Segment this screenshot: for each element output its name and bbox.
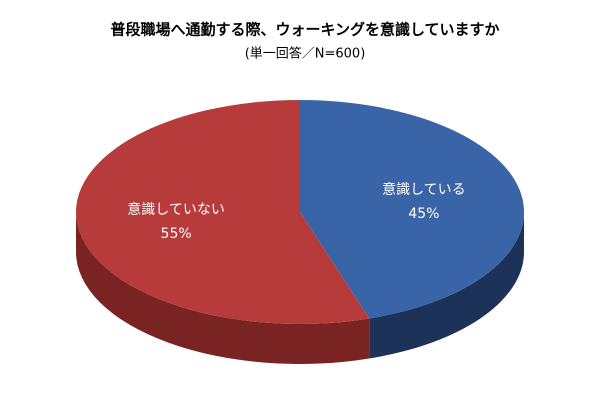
chart-subtitle: (単一回答／N=600) bbox=[245, 46, 366, 62]
chart-title: 普段職場へ通勤する際、ウォーキングを意識していますか bbox=[110, 21, 499, 39]
value-label: 45% bbox=[408, 206, 439, 222]
pie-slice bbox=[76, 100, 370, 324]
pie-side bbox=[369, 212, 524, 359]
pie-slice bbox=[300, 100, 525, 319]
value-label: 55% bbox=[161, 226, 192, 242]
slice-label: 意識している bbox=[382, 181, 466, 198]
slice-label: 意識していない bbox=[127, 201, 225, 218]
pie-side bbox=[75, 212, 370, 365]
